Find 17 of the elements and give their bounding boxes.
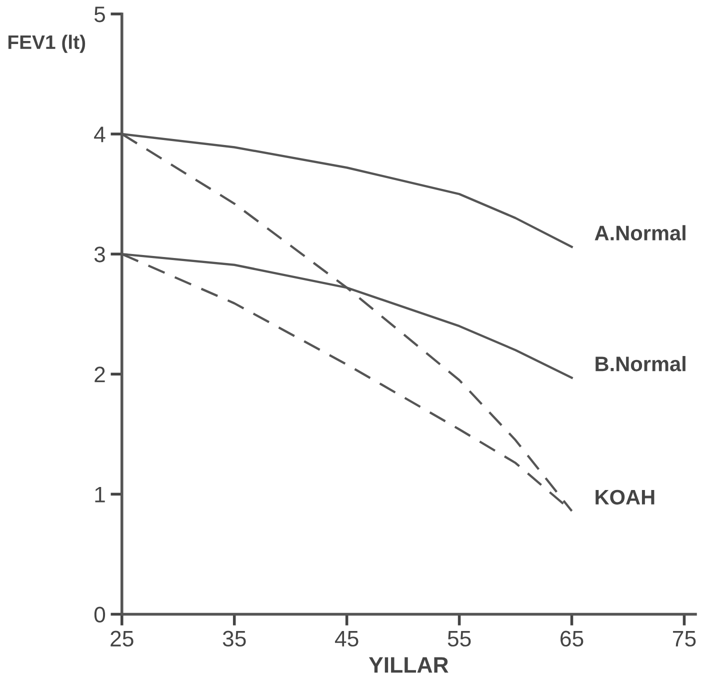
y-axis-title: FEV1 (lt) — [8, 34, 86, 53]
x-tick-label: 65 — [560, 630, 584, 647]
series-label: KOAH — [596, 490, 654, 505]
y-tick-label: 5 — [94, 6, 105, 22]
x-tick-label: 45 — [334, 631, 358, 647]
x-tick-label: 75 — [673, 631, 696, 647]
y-tick-label: 2 — [94, 366, 105, 382]
y-tick-label: 3 — [94, 246, 105, 262]
y-tick-label: 1 — [95, 486, 105, 502]
series-label: A.Normal — [594, 225, 686, 240]
y-tick-label: 4 — [94, 126, 106, 142]
x-tick-label: 25 — [110, 630, 134, 647]
y-tick-label: 0 — [94, 606, 106, 623]
x-tick-label: 55 — [448, 631, 471, 647]
series-label: B.Normal — [596, 356, 686, 372]
x-tick-label: 35 — [222, 630, 246, 647]
x-axis-title: YILLAR — [368, 657, 448, 673]
